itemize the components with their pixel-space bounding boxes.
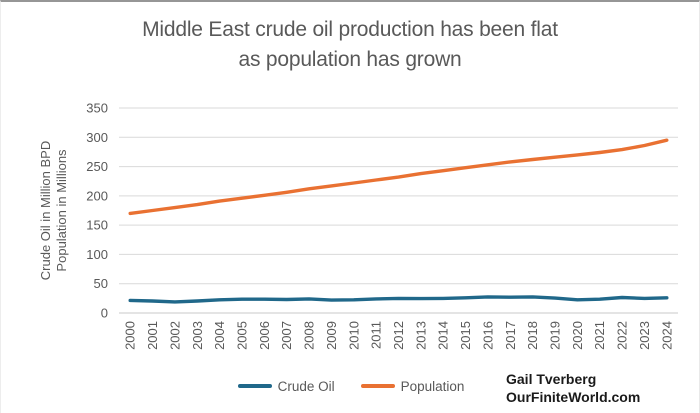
y-tick-label-300: 300 bbox=[86, 130, 108, 145]
chart-title: Middle East crude oil production has bee… bbox=[1, 15, 699, 75]
x-tick-label-2017: 2017 bbox=[503, 321, 518, 350]
y-axis-title-line-2: Population in Millions bbox=[54, 149, 69, 272]
x-tick-label-2014: 2014 bbox=[436, 321, 451, 350]
x-tick-label-2024: 2024 bbox=[659, 321, 674, 350]
attribution-site: OurFiniteWorld.com bbox=[506, 389, 641, 405]
series-line-crude-oil bbox=[128, 295, 669, 304]
y-tick-label-350: 350 bbox=[86, 101, 108, 116]
y-tick-label-100: 100 bbox=[86, 247, 108, 262]
legend-label-population: Population bbox=[400, 378, 465, 394]
attribution-author: Gail Tverberg bbox=[506, 371, 597, 387]
x-tick-label-2022: 2022 bbox=[615, 321, 630, 350]
x-tick-label-2015: 2015 bbox=[458, 321, 473, 350]
y-tick-label-0: 0 bbox=[101, 306, 108, 321]
y-tick-label-250: 250 bbox=[86, 159, 108, 174]
x-tick-label-2004: 2004 bbox=[212, 321, 227, 350]
x-tick-label-2016: 2016 bbox=[480, 321, 495, 350]
x-tick-label-2019: 2019 bbox=[548, 321, 563, 350]
x-tick-label-2010: 2010 bbox=[346, 321, 361, 350]
x-tick-label-2007: 2007 bbox=[279, 321, 294, 350]
y-tick-label-150: 150 bbox=[86, 218, 108, 233]
series-line-population bbox=[128, 138, 669, 216]
x-tick-label-2013: 2013 bbox=[413, 321, 428, 350]
x-tick-label-2018: 2018 bbox=[525, 321, 540, 350]
x-tick-label-2001: 2001 bbox=[145, 321, 160, 350]
y-tick-label-50: 50 bbox=[94, 276, 108, 291]
x-tick-label-2003: 2003 bbox=[190, 321, 205, 350]
attribution: Gail Tverberg OurFiniteWorld.com bbox=[506, 370, 696, 406]
x-tick-label-2006: 2006 bbox=[257, 321, 272, 350]
legend: Crude Oil Population bbox=[1, 376, 699, 396]
x-tick-label-2011: 2011 bbox=[369, 321, 384, 349]
x-tick-label-2023: 2023 bbox=[637, 321, 652, 350]
x-tick-label-2005: 2005 bbox=[234, 321, 249, 350]
x-tick-label-2021: 2021 bbox=[592, 321, 607, 350]
y-tick-label-200: 200 bbox=[86, 188, 108, 203]
legend-item-population: Population bbox=[360, 378, 465, 394]
legend-label-crude-oil: Crude Oil bbox=[277, 378, 335, 394]
chart-title-line-2: as population has grown bbox=[238, 48, 462, 71]
x-tick-label-2012: 2012 bbox=[391, 321, 406, 350]
legend-item-crude-oil: Crude Oil bbox=[237, 378, 335, 394]
chart-title-line-1: Middle East crude oil production has bee… bbox=[142, 18, 558, 41]
x-tick-label-2008: 2008 bbox=[302, 321, 317, 350]
legend-swatch-population bbox=[360, 384, 395, 388]
x-tick-label-2000: 2000 bbox=[123, 321, 138, 350]
x-tick-label-2020: 2020 bbox=[570, 321, 585, 350]
legend-swatch-crude-oil bbox=[237, 384, 272, 388]
x-tick-label-2002: 2002 bbox=[167, 321, 182, 350]
x-tick-label-2009: 2009 bbox=[324, 321, 339, 350]
y-axis-title-line-1: Crude Oil in Million BPD bbox=[38, 141, 53, 280]
